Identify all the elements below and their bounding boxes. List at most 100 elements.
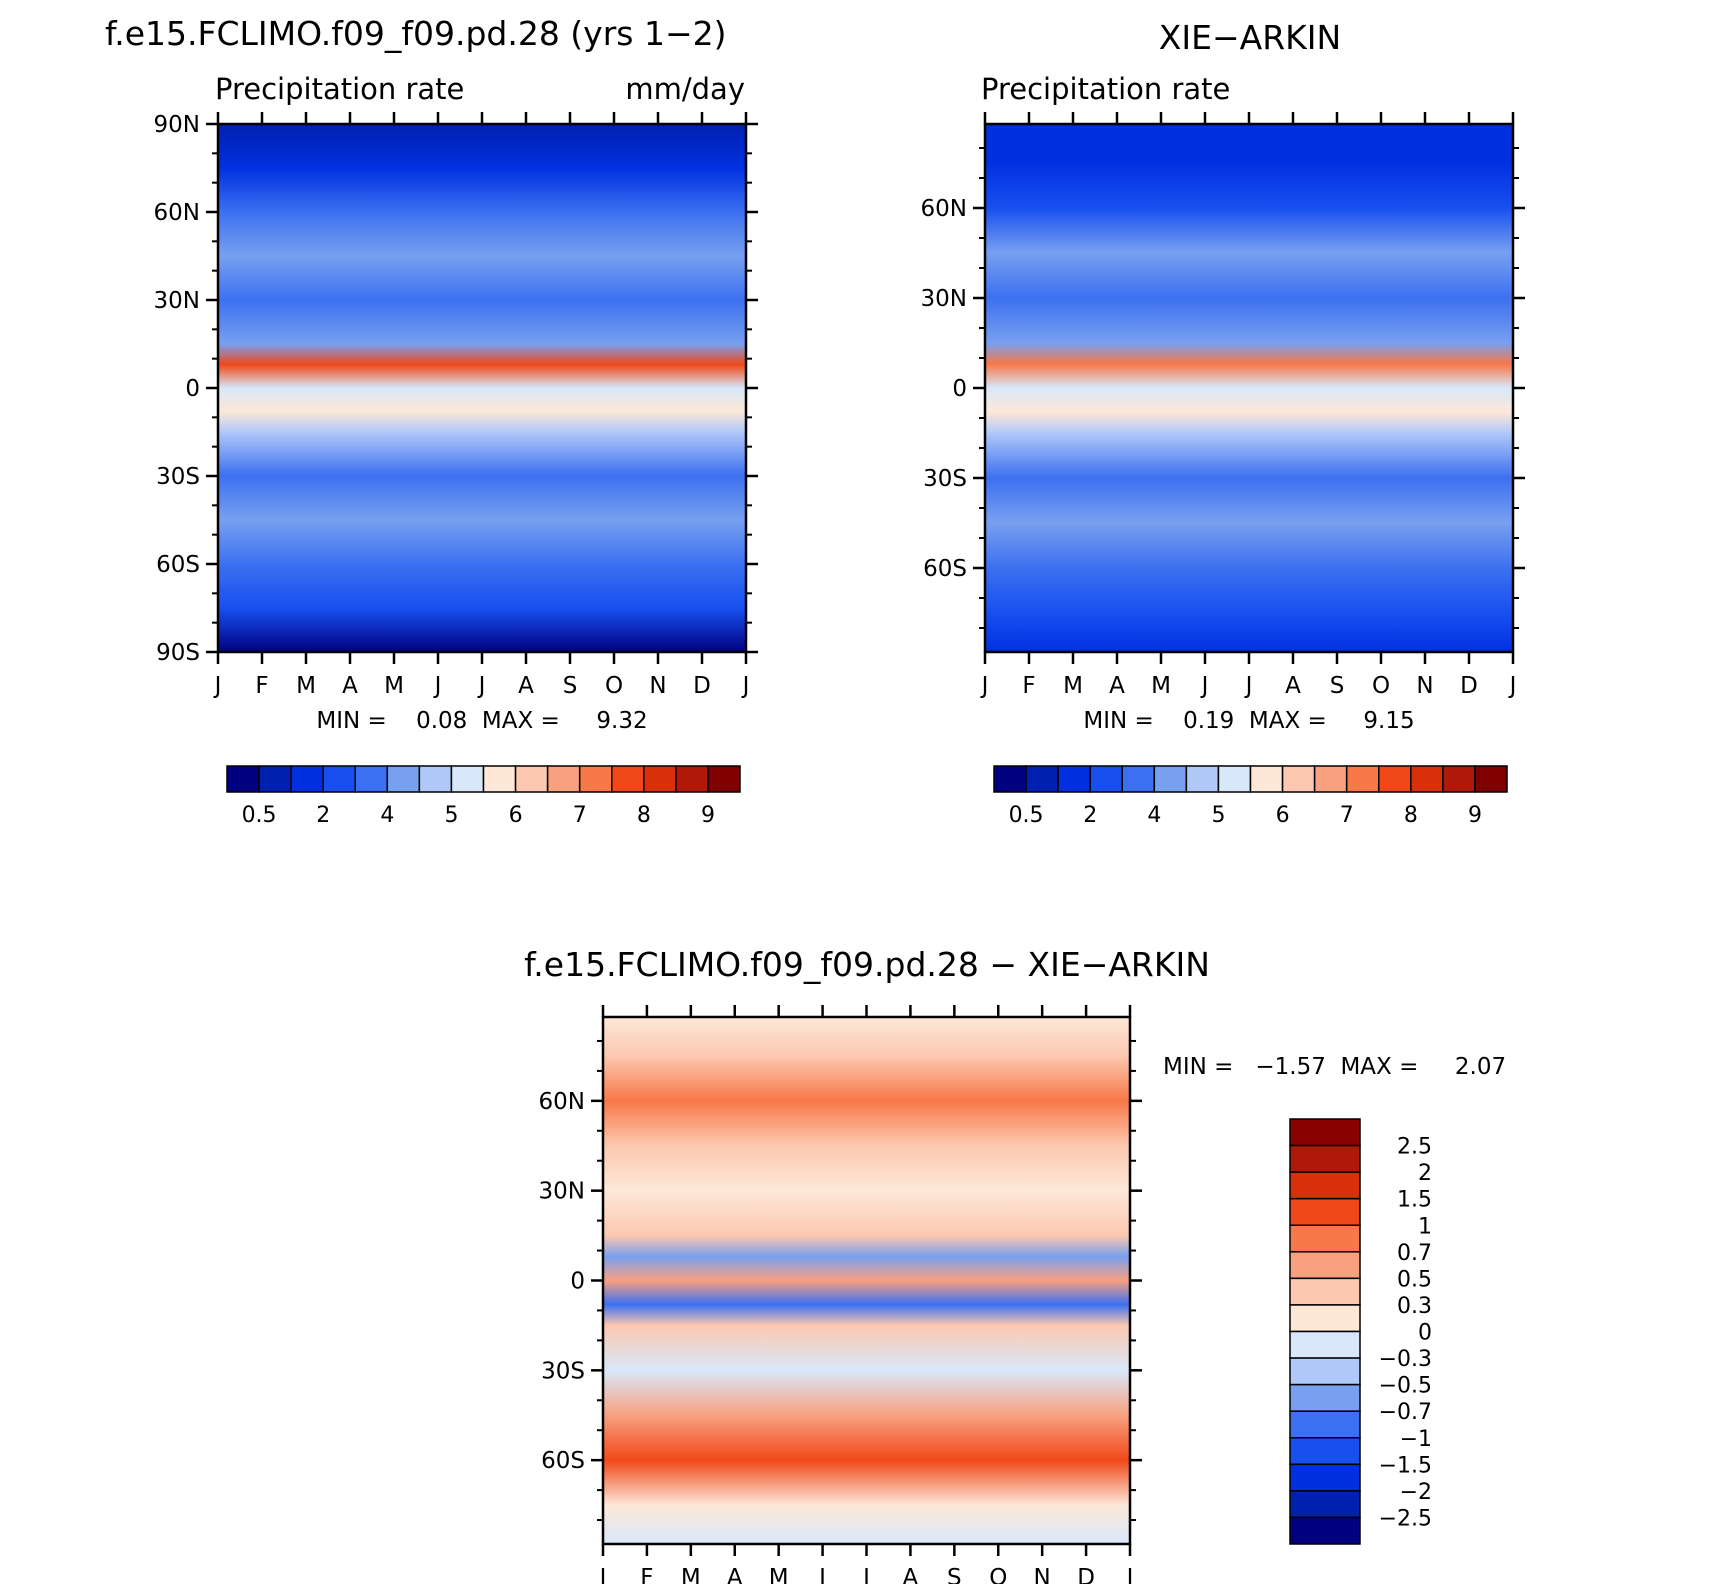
x-tick-label: M (769, 1565, 789, 1584)
colorbar-swatch (1249, 765, 1284, 793)
colorbar-swatch (418, 765, 453, 793)
x-tick-label: A (518, 673, 534, 699)
difference-panel: f.e15.FCLIMO.f09_f09.pd.28 − XIE−ARKIN 6… (524, 945, 1506, 1584)
colorbar-swatch (1289, 1171, 1361, 1200)
colorbar-label: −2.5 (1379, 1506, 1432, 1531)
colorbar-label: 8 (637, 803, 651, 828)
colorbar-swatch (546, 765, 581, 793)
colorbar-label: −0.3 (1379, 1347, 1432, 1372)
colorbar-swatch (322, 765, 356, 793)
y-tick-label: 60S (156, 552, 200, 578)
colorbar-swatch (258, 765, 292, 793)
colorbar-swatch (707, 765, 741, 793)
y-tick-label: 90S (156, 640, 200, 666)
colorbar-swatch (1289, 1330, 1361, 1359)
colorbar-swatch (1025, 765, 1059, 793)
y-tick-label: 30N (154, 288, 200, 314)
colorbar-label: 7 (1340, 803, 1354, 828)
x-tick-label: J (1244, 673, 1253, 699)
x-tick-label: J (213, 673, 222, 699)
y-tick-label: 30S (923, 466, 967, 492)
colorbar-label: −0.7 (1379, 1400, 1432, 1425)
colorbar-swatch (514, 765, 549, 793)
x-tick-label: N (1034, 1565, 1051, 1584)
x-tick-label: M (296, 673, 316, 699)
colorbar-label: 0.5 (242, 803, 277, 828)
colorbar-swatch (1289, 1410, 1361, 1439)
colorbar-swatch (1153, 765, 1188, 793)
y-tick-label: 30N (539, 1179, 585, 1205)
y-tick-label: 60N (539, 1089, 585, 1115)
x-tick-label: O (1372, 673, 1390, 699)
colorbar-swatch (386, 765, 421, 793)
y-tick-label: 60N (154, 200, 200, 226)
colorbar-swatch (1442, 765, 1476, 793)
colorbar-swatch (1281, 765, 1316, 793)
x-tick-label: A (727, 1565, 743, 1584)
x-tick-label: O (605, 673, 623, 699)
min-max-stats: MIN = 0.08 MAX = 9.32 (316, 708, 647, 734)
y-tick-label: 0 (185, 376, 200, 402)
colorbar-label: 5 (1211, 803, 1225, 828)
panel-title: f.e15.FCLIMO.f09_f09.pd.28 − XIE−ARKIN (524, 945, 1210, 984)
colorbar: 2.521.510.70.50.30−0.3−0.5−0.7−1−1.5−2−2… (1289, 1118, 1432, 1545)
colorbar-label: 0.5 (1397, 1267, 1432, 1292)
min-max-stats: MIN = 0.19 MAX = 9.15 (1083, 708, 1414, 734)
colorbar-swatch (578, 765, 613, 793)
x-tick-label: J (598, 1565, 607, 1584)
x-tick-label: F (1022, 673, 1035, 699)
panel-subtitle-left: Precipitation rate (215, 72, 464, 106)
x-tick-label: J (1200, 673, 1209, 699)
x-tick-label: S (1330, 673, 1345, 699)
colorbar-swatch (1089, 765, 1123, 793)
y-tick-label: 0 (952, 376, 967, 402)
heatmap-field (985, 124, 1513, 652)
x-tick-label: D (1460, 673, 1478, 699)
x-tick-label: D (1077, 1565, 1095, 1584)
x-tick-label: N (649, 673, 666, 699)
x-tick-label: J (433, 673, 442, 699)
colorbar-label: 0.7 (1397, 1241, 1432, 1266)
colorbar-swatch (1057, 765, 1091, 793)
x-tick-label: J (741, 673, 750, 699)
x-tick-label: J (980, 673, 989, 699)
heatmap-field (603, 1017, 1130, 1544)
colorbar-label: 2 (1083, 803, 1097, 828)
colorbar-label: −0.5 (1379, 1374, 1432, 1399)
colorbar-swatch (290, 765, 324, 793)
colorbar-swatch (1474, 765, 1508, 793)
colorbar-label: 4 (380, 803, 394, 828)
x-tick-label: J (817, 1565, 826, 1584)
colorbar-swatch (1185, 765, 1220, 793)
y-tick-label: 60N (921, 196, 967, 222)
x-tick-label: S (563, 673, 578, 699)
x-tick-label: J (1125, 1565, 1134, 1584)
colorbar-label: 2.5 (1397, 1135, 1432, 1160)
panel-subtitle-left: Precipitation rate (981, 72, 1230, 106)
x-tick-label: J (477, 673, 486, 699)
colorbar-swatch (675, 765, 709, 793)
y-tick-label: 90N (154, 112, 200, 138)
colorbar-label: −1 (1400, 1427, 1432, 1452)
colorbar-label: 6 (509, 803, 523, 828)
colorbar-label: 6 (1276, 803, 1290, 828)
colorbar-swatch (1289, 1251, 1361, 1280)
colorbar-label: 0.5 (1009, 803, 1044, 828)
colorbar-swatch (1289, 1490, 1361, 1519)
colorbar-swatch (354, 765, 389, 793)
colorbar-swatch (643, 765, 677, 793)
colorbar-swatch (1345, 765, 1380, 793)
colorbar-label: 0 (1418, 1321, 1432, 1346)
x-tick-label: J (1508, 673, 1517, 699)
x-tick-label: A (1109, 673, 1125, 699)
colorbar-label: 9 (1468, 803, 1482, 828)
colorbar-label: 7 (573, 803, 587, 828)
x-tick-label: A (903, 1565, 919, 1584)
panel-title: XIE−ARKIN (1159, 18, 1341, 57)
colorbar-label: 2 (316, 803, 330, 828)
x-tick-label: M (1151, 673, 1171, 699)
colorbar-swatch (450, 765, 485, 793)
colorbar-swatch (1410, 765, 1444, 793)
x-tick-label: M (681, 1565, 701, 1584)
colorbar-swatch (1289, 1197, 1361, 1226)
